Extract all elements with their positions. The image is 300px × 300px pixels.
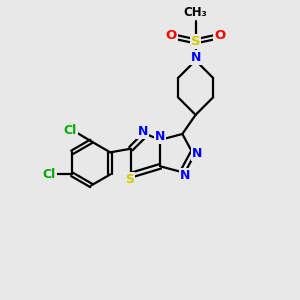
Text: N: N	[180, 169, 190, 182]
Text: N: N	[137, 124, 148, 137]
Text: O: O	[214, 29, 225, 42]
Text: S: S	[125, 173, 134, 186]
Text: N: N	[192, 147, 202, 160]
Text: O: O	[166, 29, 177, 42]
Text: N: N	[155, 130, 166, 143]
Text: CH₃: CH₃	[184, 6, 208, 19]
Text: Cl: Cl	[63, 124, 76, 136]
Text: Cl: Cl	[43, 168, 56, 181]
Text: N: N	[190, 51, 201, 64]
Text: S: S	[191, 35, 200, 48]
